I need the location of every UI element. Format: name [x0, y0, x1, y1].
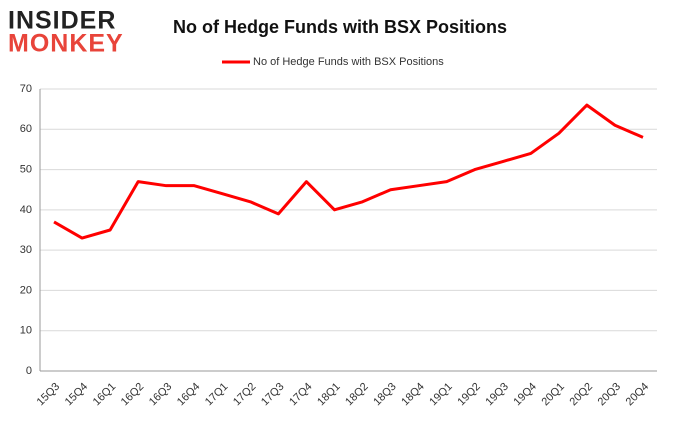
- y-tick-label: 20: [20, 284, 32, 296]
- x-tick-label: 20Q3: [596, 381, 624, 409]
- x-tick-label: 17Q3: [259, 381, 287, 409]
- x-tick-label: 16Q2: [119, 381, 147, 409]
- x-tick-label: 17Q4: [287, 381, 315, 409]
- x-tick-label: 19Q1: [427, 381, 455, 409]
- logo-line2: MONKEY: [8, 30, 124, 58]
- y-tick-label: 10: [20, 325, 32, 337]
- x-tick-label: 16Q1: [91, 381, 119, 409]
- x-tick-label: 18Q1: [315, 381, 343, 409]
- y-tick-label: 30: [20, 244, 32, 256]
- x-tick-label: 16Q4: [175, 381, 203, 409]
- chart-title: No of Hedge Funds with BSX Positions: [173, 17, 507, 37]
- x-tick-label: 19Q2: [455, 381, 483, 409]
- x-tick-label: 15Q4: [63, 381, 91, 409]
- x-tick-label: 18Q3: [371, 381, 399, 409]
- y-tick-label: 0: [26, 365, 32, 377]
- x-tick-label: 15Q3: [35, 381, 63, 409]
- y-tick-label: 40: [20, 204, 32, 216]
- x-tick-label: 16Q3: [147, 381, 175, 409]
- data-line: [53, 103, 644, 240]
- y-tick-label: 50: [20, 163, 32, 175]
- logo-line1: INSIDER: [8, 7, 116, 35]
- x-tick-label: 17Q2: [231, 381, 259, 409]
- x-tick-label: 20Q2: [568, 381, 596, 409]
- x-tick-label: 19Q4: [511, 381, 539, 409]
- x-tick-label: 18Q4: [399, 381, 427, 409]
- x-tick-label: 18Q2: [343, 381, 371, 409]
- y-tick-label: 70: [20, 83, 32, 95]
- y-tick-label: 60: [20, 123, 32, 135]
- legend-label: No of Hedge Funds with BSX Positions: [253, 56, 444, 68]
- x-tick-label: 20Q4: [624, 381, 652, 409]
- x-tick-label: 17Q1: [203, 381, 231, 409]
- x-tick-label: 20Q1: [539, 381, 567, 409]
- x-tick-label: 19Q3: [483, 381, 511, 409]
